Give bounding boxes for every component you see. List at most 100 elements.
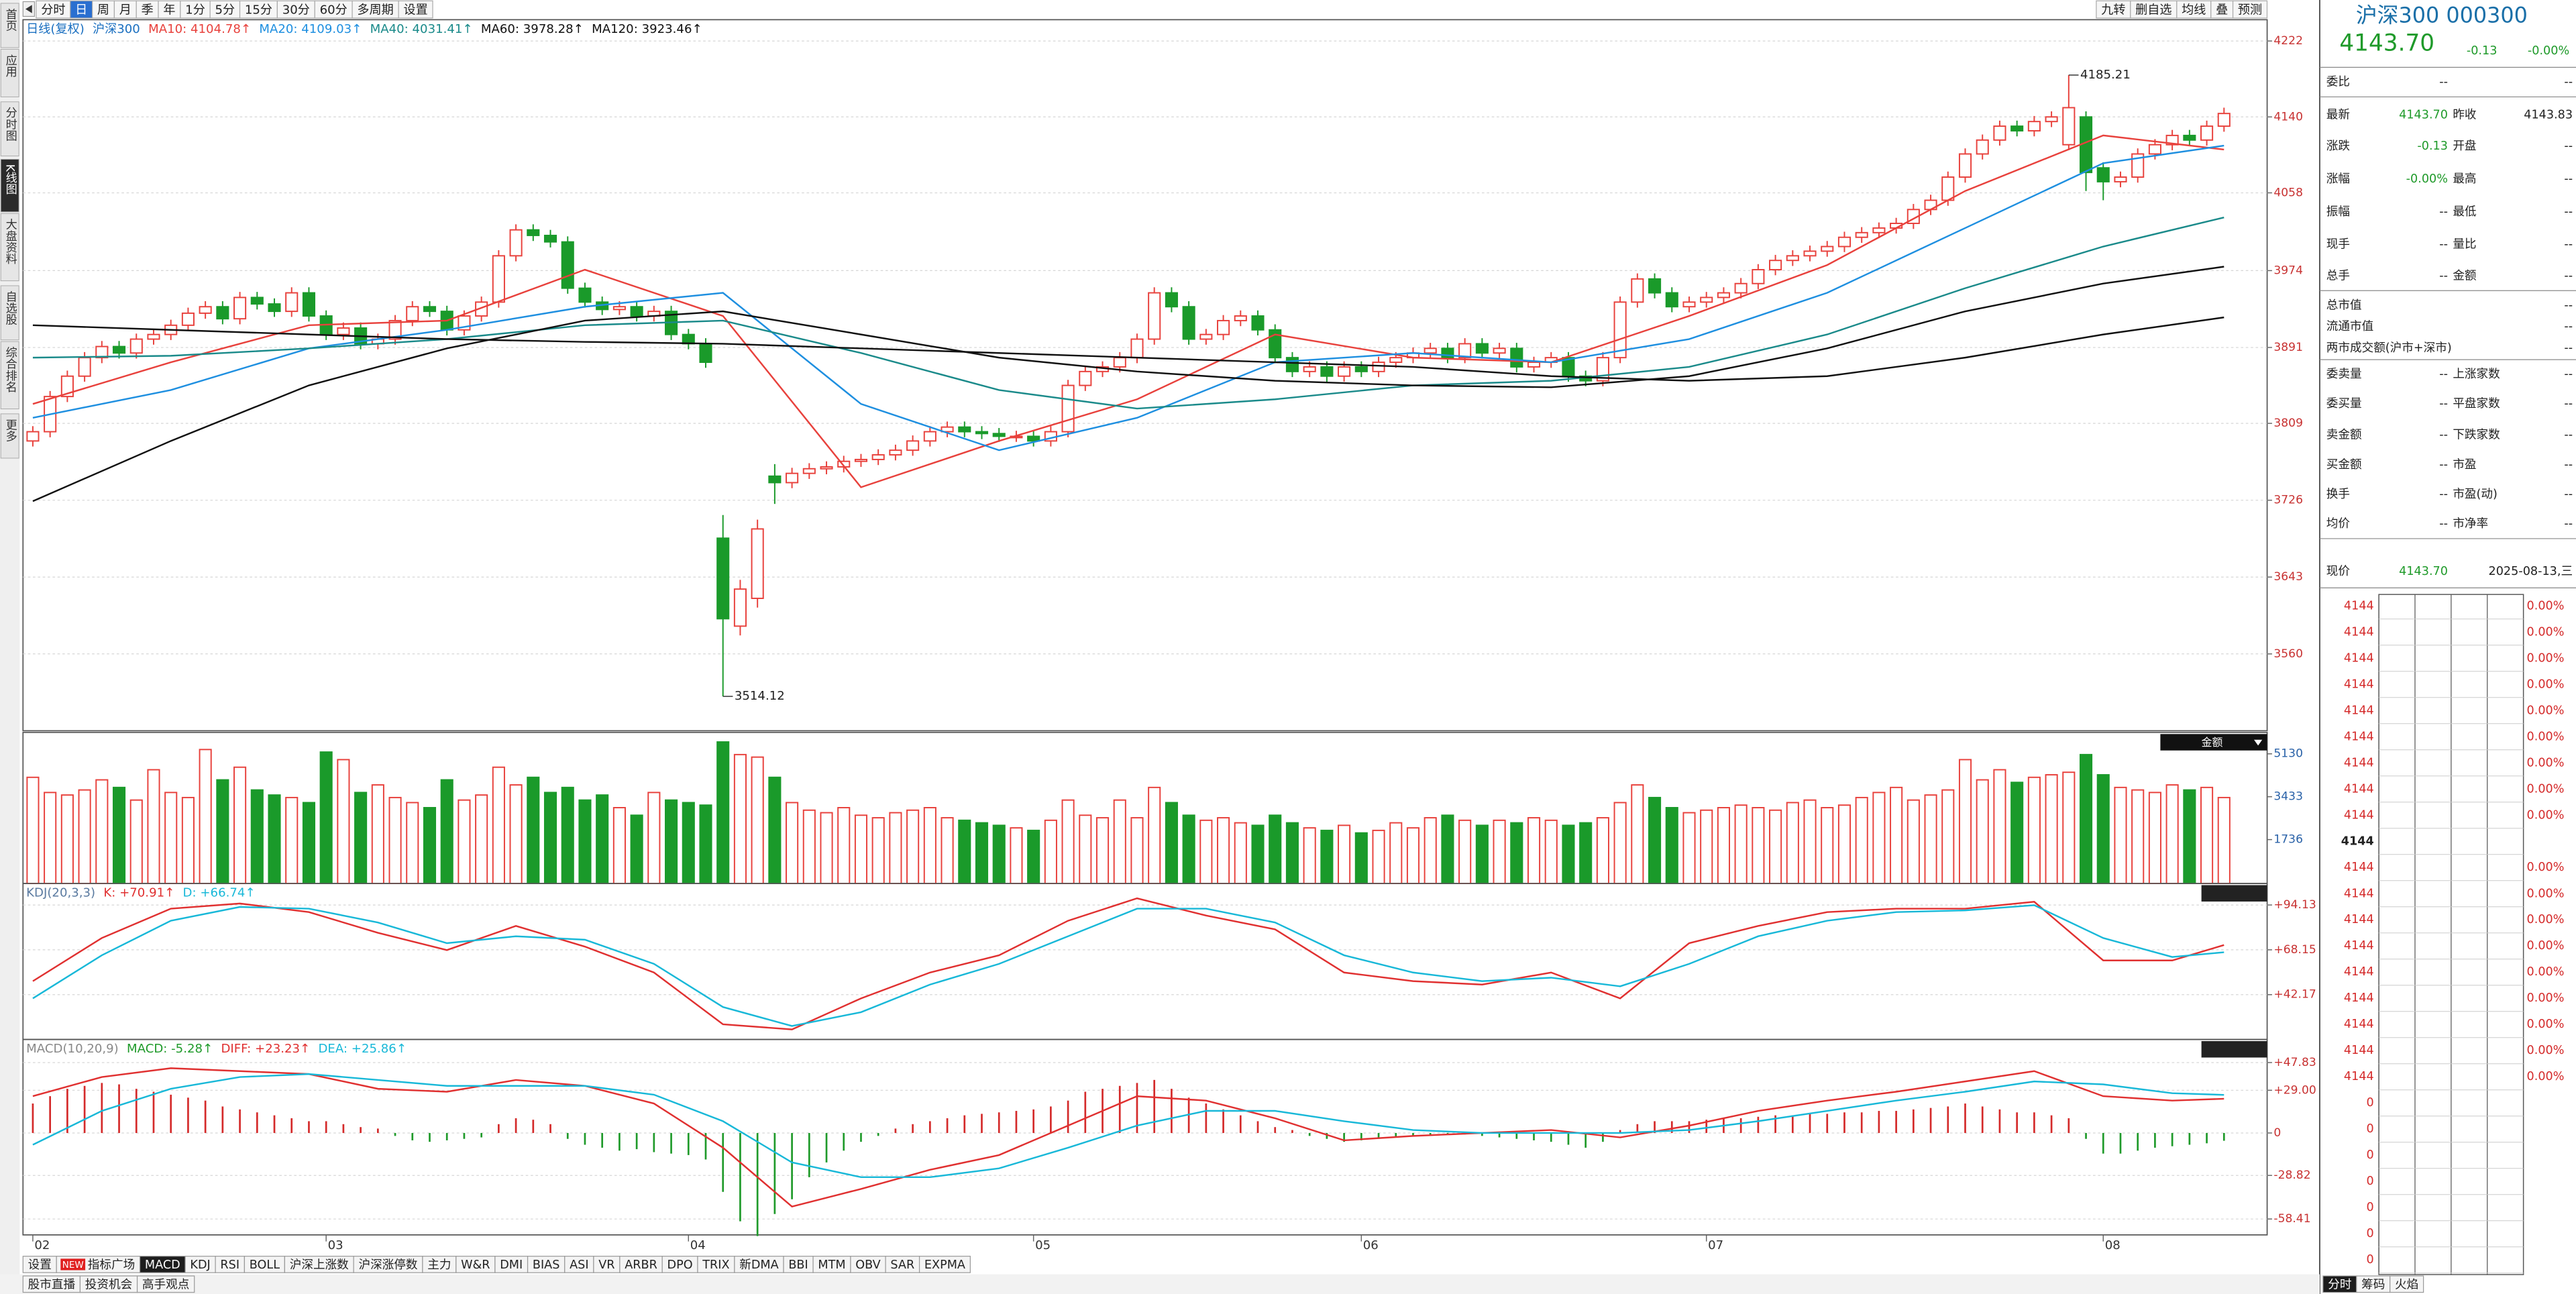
tab-label[interactable]: ARBR	[625, 1258, 657, 1272]
tab[interactable]	[2210, 0, 2234, 19]
tab-label[interactable]: 60分	[320, 3, 347, 17]
sidebar-label[interactable]: K线图	[3, 164, 17, 195]
tab-label[interactable]: BIAS	[533, 1258, 560, 1272]
tab[interactable]	[2356, 1275, 2391, 1293]
tab-label[interactable]: KDJ	[190, 1258, 210, 1272]
tab[interactable]	[734, 1256, 784, 1273]
sidebar-label[interactable]: 分时图	[3, 107, 17, 141]
sidebar-tab[interactable]	[0, 48, 19, 97]
tab-label[interactable]: 火焰	[2395, 1279, 2418, 1292]
tab[interactable]	[184, 1256, 216, 1273]
tab-label[interactable]: 投资机会	[85, 1279, 132, 1292]
tab[interactable]	[2130, 0, 2178, 19]
indicator-info-box[interactable]	[2201, 885, 2267, 902]
tab-label[interactable]: 沪深涨停数	[358, 1258, 417, 1272]
tab[interactable]	[885, 1256, 920, 1273]
tab-label[interactable]: DMI	[500, 1258, 523, 1272]
tab-label[interactable]: 主力	[427, 1258, 451, 1272]
tab[interactable]	[314, 0, 353, 19]
sidebar-tab[interactable]	[0, 3, 19, 48]
tab[interactable]	[697, 1256, 735, 1273]
tab[interactable]	[353, 1256, 423, 1273]
indicator-info-box[interactable]	[2201, 1041, 2267, 1058]
tab[interactable]	[2390, 1275, 2424, 1293]
volume-selector[interactable]	[2160, 734, 2267, 751]
sidebar-tab[interactable]	[0, 285, 19, 341]
tab-label[interactable]: 新DMA	[739, 1258, 778, 1272]
tab[interactable]	[398, 0, 433, 19]
sidebar-label[interactable]: 大盘资料	[3, 219, 17, 265]
tab-label[interactable]: MACD	[145, 1258, 180, 1272]
sidebar-tab[interactable]	[0, 158, 19, 213]
tab[interactable]	[284, 1256, 354, 1273]
tab[interactable]	[422, 1256, 457, 1273]
tab[interactable]	[22, 1256, 57, 1273]
tab[interactable]	[783, 1256, 814, 1273]
tab[interactable]	[2176, 0, 2212, 19]
tab[interactable]	[352, 0, 399, 19]
sidebar-tab[interactable]	[0, 341, 19, 410]
tab-label[interactable]: 分时	[2328, 1279, 2351, 1292]
tab[interactable]	[180, 0, 211, 19]
tab-label[interactable]: 均线	[2182, 3, 2206, 17]
tab-label[interactable]: 筹码	[2361, 1279, 2385, 1292]
tab-label[interactable]: TRIX	[702, 1258, 729, 1272]
tab-label[interactable]: 多周期	[357, 3, 393, 17]
tab-label[interactable]: 设置	[403, 3, 427, 17]
tab-label[interactable]: 删自选	[2135, 3, 2171, 17]
tab[interactable]	[79, 1275, 138, 1293]
tab-label[interactable]: EXPMA	[924, 1258, 965, 1272]
tab-label[interactable]: ASI	[570, 1258, 588, 1272]
tab-label[interactable]: BBI	[788, 1258, 808, 1272]
tab-label[interactable]: 5分	[215, 3, 235, 17]
tab-label[interactable]: 指标广场	[88, 1258, 135, 1272]
sidebar-tab[interactable]	[0, 101, 19, 157]
tab-label[interactable]: 季	[142, 3, 154, 17]
tab-label[interactable]: SAR	[890, 1258, 914, 1272]
tab-label[interactable]: 沪深上涨数	[290, 1258, 349, 1272]
tab-label[interactable]: BOLL	[250, 1258, 280, 1272]
tab-label[interactable]: 高手观点	[142, 1279, 189, 1292]
tab[interactable]	[36, 0, 71, 19]
tab[interactable]	[136, 1275, 195, 1293]
tab-label[interactable]: 设置	[28, 1258, 52, 1272]
tab[interactable]	[619, 1256, 663, 1273]
tab[interactable]	[22, 1275, 81, 1293]
tab[interactable]	[918, 1256, 971, 1273]
tab-label[interactable]: 日	[75, 3, 87, 17]
sidebar-label[interactable]: 综合排名	[3, 347, 17, 393]
tab-label[interactable]: 年	[163, 3, 175, 17]
tab-label[interactable]: 15分	[245, 3, 272, 17]
tab[interactable]	[661, 1256, 698, 1273]
tab-label[interactable]: VR	[598, 1258, 614, 1272]
tab-label[interactable]: 分时	[41, 3, 65, 17]
tab[interactable]	[2322, 1275, 2357, 1293]
tab[interactable]	[136, 0, 159, 19]
tab[interactable]	[158, 0, 181, 19]
tab[interactable]	[113, 0, 137, 19]
tab[interactable]	[2232, 0, 2268, 19]
sidebar-tab[interactable]	[0, 413, 19, 459]
tab-label[interactable]: 预测	[2238, 3, 2262, 17]
tab-label[interactable]: RSI	[220, 1258, 239, 1272]
tab[interactable]	[455, 1256, 496, 1273]
tab-label[interactable]: 30分	[282, 3, 310, 17]
tab-label[interactable]: DPO	[667, 1258, 693, 1272]
tab-label[interactable]: MTM	[818, 1258, 845, 1272]
sidebar-label[interactable]: 更多	[3, 419, 17, 441]
sidebar-tab[interactable]	[0, 213, 19, 282]
sidebar-label[interactable]: 首页	[3, 8, 17, 31]
tab[interactable]	[239, 0, 278, 19]
sidebar-label[interactable]: 应用	[3, 54, 17, 78]
tab-label[interactable]: W&R	[461, 1258, 490, 1272]
tab-label[interactable]: 九转	[2101, 3, 2125, 17]
tab-label[interactable]: 1分	[185, 3, 205, 17]
sidebar-label[interactable]: 自选股	[3, 290, 17, 325]
tab-label[interactable]: 叠	[2216, 3, 2228, 17]
tab-label[interactable]: 股市直播	[28, 1279, 76, 1292]
tab-label[interactable]: 周	[97, 3, 109, 17]
tab-label[interactable]: OBV	[855, 1258, 880, 1272]
tab-label[interactable]: 月	[119, 3, 131, 17]
tab[interactable]	[70, 0, 93, 19]
tab[interactable]	[215, 1256, 246, 1273]
